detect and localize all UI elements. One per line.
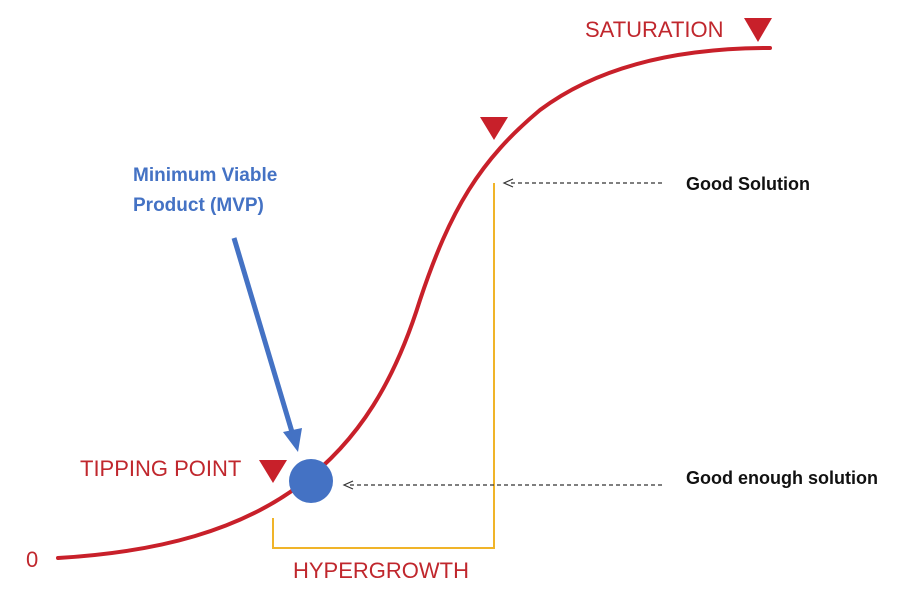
zero-label: 0: [26, 547, 38, 572]
mvp-dot-icon: [289, 459, 333, 503]
tipping-point-marker-icon: [259, 460, 287, 483]
mvp-label-line2: Product (MVP): [133, 195, 264, 216]
mvp-label-line1: Minimum Viable: [133, 165, 277, 186]
mvp-arrow-icon: [231, 237, 302, 452]
s-curve: [56, 46, 772, 560]
saturation-label: SATURATION: [585, 17, 724, 42]
good-solution-pointer: [502, 178, 662, 188]
tipping-point-label: TIPPING POINT: [80, 456, 241, 481]
hypergrowth-label: HYPERGROWTH: [293, 558, 469, 583]
good-enough-solution-pointer: [342, 480, 662, 490]
good-enough-solution-label: Good enough solution: [686, 468, 878, 488]
good-solution-label: Good Solution: [686, 174, 810, 194]
good-solution-marker-icon: [480, 117, 508, 140]
hypergrowth-bracket: [272, 183, 495, 549]
saturation-marker-icon: [744, 18, 772, 42]
